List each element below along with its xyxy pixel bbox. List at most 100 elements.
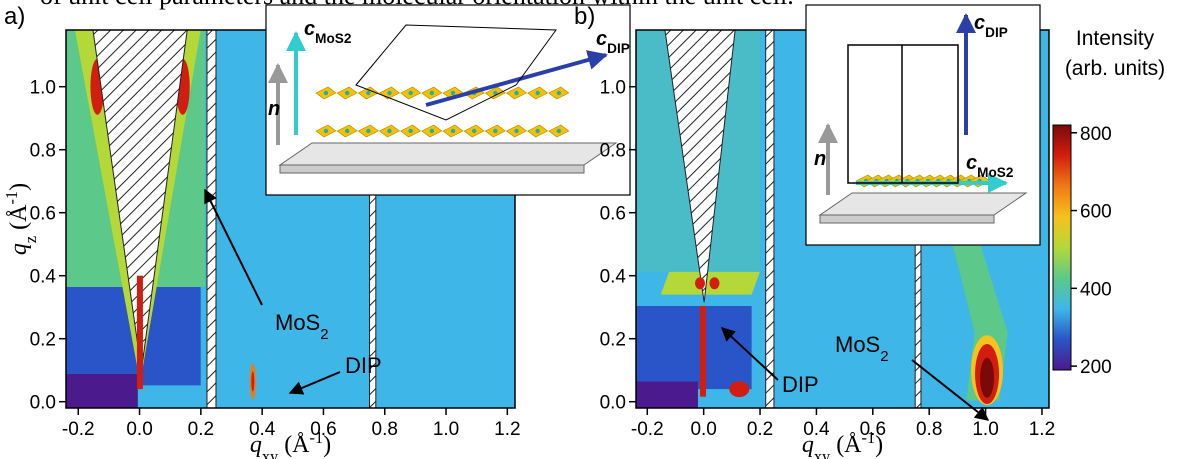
substrate-edge	[820, 215, 994, 223]
substrate	[820, 193, 1026, 215]
x-axis-label-part: q	[250, 432, 262, 458]
panel-label: b)	[574, 3, 595, 30]
annotation: DIP	[345, 353, 382, 378]
x-tick-label: 1.2	[1029, 419, 1055, 440]
y-tick-label: 0.6	[600, 204, 626, 225]
mos2-atom	[430, 91, 434, 95]
intensity-spot	[709, 277, 719, 289]
annotation-part: DIP	[782, 372, 819, 397]
inset-axis-label-part: DIP	[607, 41, 630, 56]
x-axis-label-part: )	[875, 432, 883, 458]
annotation: DIP	[782, 372, 819, 397]
colorbar	[1053, 125, 1071, 370]
mos2-atom	[408, 129, 412, 133]
intensity-spot	[695, 277, 705, 289]
mos2-atom	[557, 91, 561, 95]
x-axis-label-part: xy	[262, 447, 279, 459]
inset-axis-label-part: c	[974, 12, 985, 34]
y-axis-label-part: q	[6, 243, 32, 255]
mos2-atom	[324, 129, 328, 133]
x-tick-label: 0.0	[126, 419, 152, 440]
x-axis-label-part: -1	[862, 428, 876, 447]
specular-rod	[137, 276, 143, 389]
x-tick-label: 0.8	[372, 419, 398, 440]
inset-axis-label: n	[814, 148, 826, 170]
y-axis-label-part: -1	[2, 191, 21, 205]
mos2-atom	[535, 129, 539, 133]
y-tick-label: 0.2	[600, 330, 626, 351]
specular-rod	[700, 306, 706, 397]
x-tick-label: 0.8	[916, 419, 942, 440]
low-q-region	[636, 306, 752, 389]
mos2-atom	[535, 91, 539, 95]
inset-axis-label-part: c	[304, 18, 315, 40]
y-tick-label: 0.8	[600, 141, 626, 162]
annotation-part: MoS	[275, 310, 320, 335]
mos2-atom	[472, 129, 476, 133]
x-axis-label-part: xy	[814, 447, 831, 459]
x-tick-label: 1.0	[972, 419, 998, 440]
colorbar-title: (arb. units)	[1065, 57, 1165, 80]
inset-axis-label-part: MoS2	[977, 165, 1014, 180]
low-q-region	[66, 374, 138, 408]
annotation-part: DIP	[345, 353, 382, 378]
x-axis-label-part: )	[323, 432, 331, 458]
intensity-spot	[980, 358, 994, 398]
panel-label: a)	[4, 3, 25, 30]
inset	[806, 5, 1040, 245]
y-axis-label-part: )	[6, 183, 32, 191]
inset-axis-label-part: MoS2	[315, 31, 352, 46]
y-tick-label: 0.0	[30, 393, 56, 414]
x-tick-label: -0.2	[631, 419, 664, 440]
intensity-spot	[251, 372, 254, 392]
x-tick-label: 0.2	[188, 419, 214, 440]
y-tick-label: 1.0	[600, 78, 626, 99]
y-tick-label: 0.0	[600, 393, 626, 414]
inset-axis-label-part: DIP	[985, 25, 1008, 40]
x-tick-label: 1.0	[433, 419, 459, 440]
inset-axis-label-part: n	[814, 148, 826, 170]
mos2-atom	[366, 91, 370, 95]
colorbar-tick-label: 400	[1080, 279, 1112, 300]
low-q-region	[636, 382, 698, 408]
mos2-atom	[345, 129, 349, 133]
mos2-atom	[451, 91, 455, 95]
x-tick-label: 1.2	[494, 419, 520, 440]
mos2-atom	[345, 91, 349, 95]
mos2-atom	[493, 129, 497, 133]
x-tick-label: -0.2	[62, 419, 95, 440]
x-axis-label-part: (Å	[830, 432, 862, 458]
mos2-atom	[451, 129, 455, 133]
y-axis-label-part: (Å	[6, 204, 32, 236]
inset-axis-label-part: c	[596, 28, 607, 50]
mos2-atom	[324, 91, 328, 95]
mos2-atom	[387, 129, 391, 133]
mos2-atom	[408, 91, 412, 95]
y-tick-label: 0.4	[600, 267, 627, 288]
substrate	[280, 143, 616, 165]
annotation-part: MoS	[835, 332, 880, 357]
x-tick-label: 0.0	[690, 419, 716, 440]
y-axis-label-part: z	[21, 236, 40, 243]
intensity-spot	[729, 381, 749, 397]
y-tick-label: 0.4	[30, 267, 57, 288]
x-tick-label: 0.2	[747, 419, 773, 440]
inset-axis-label: n	[268, 98, 280, 120]
figure: of unit cell parameters and the molecula…	[0, 0, 1180, 459]
mos2-atom	[514, 129, 518, 133]
colorbar-tick-label: 600	[1080, 202, 1112, 223]
detector-gap	[766, 30, 774, 408]
mos2-atom	[366, 129, 370, 133]
mos2-atom	[514, 91, 518, 95]
annotation-part: 2	[880, 348, 888, 365]
substrate-edge	[280, 165, 584, 173]
y-tick-label: 0.6	[30, 204, 56, 225]
annotation-part: 2	[320, 326, 328, 343]
colorbar-tick-label: 200	[1080, 357, 1112, 378]
y-tick-label: 0.8	[30, 141, 56, 162]
y-tick-label: 0.2	[30, 330, 56, 351]
colorbar-title: Intensity	[1076, 27, 1155, 50]
x-axis-label-part: q	[802, 432, 814, 458]
mos2-atom	[430, 129, 434, 133]
inset-axis-label-part: c	[966, 152, 977, 174]
